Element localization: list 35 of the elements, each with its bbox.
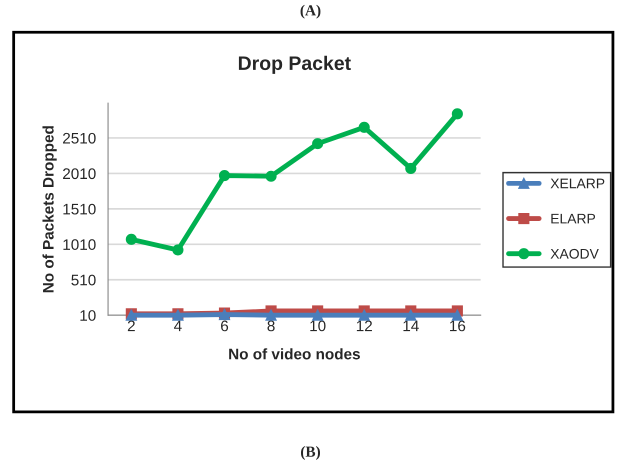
chart-title: Drop Packet bbox=[238, 56, 351, 74]
x-tick-label: 2 bbox=[128, 320, 135, 332]
point bbox=[358, 122, 370, 133]
point bbox=[266, 310, 277, 321]
x-tick-label: 12 bbox=[356, 320, 372, 332]
point bbox=[405, 162, 416, 174]
x-tick-label: 8 bbox=[267, 320, 275, 332]
x-tick-label: 6 bbox=[221, 320, 228, 332]
point bbox=[405, 310, 416, 321]
point bbox=[266, 170, 277, 182]
y-tick-label: 510 bbox=[71, 274, 96, 286]
point bbox=[172, 244, 184, 256]
x-tick-label: 10 bbox=[310, 320, 326, 332]
y-tick-label: 2010 bbox=[63, 168, 96, 180]
y-tick-label: 1010 bbox=[63, 239, 96, 250]
point bbox=[312, 138, 324, 150]
point bbox=[452, 108, 463, 120]
x-tick-label: 14 bbox=[403, 320, 419, 332]
point bbox=[312, 310, 324, 321]
y-tick-label: 10 bbox=[80, 310, 96, 321]
text: (B) bbox=[300, 446, 320, 460]
point bbox=[452, 310, 463, 321]
point bbox=[218, 170, 230, 182]
y-tick-label: 1510 bbox=[63, 204, 96, 215]
legend-label: ELARP bbox=[551, 214, 596, 224]
y-axis-title: No of Packets Dropped bbox=[42, 126, 57, 292]
point bbox=[358, 310, 370, 321]
x-tick-label: 16 bbox=[450, 320, 466, 332]
y-tick-label: 2510 bbox=[63, 132, 96, 144]
text: (A) bbox=[300, 4, 320, 19]
point bbox=[126, 234, 137, 245]
x-tick-label: 4 bbox=[174, 320, 182, 332]
legend-label: XAODV bbox=[550, 248, 599, 259]
x-axis-title: No of video nodes bbox=[229, 348, 360, 360]
legend-label: XELARP bbox=[550, 178, 604, 188]
